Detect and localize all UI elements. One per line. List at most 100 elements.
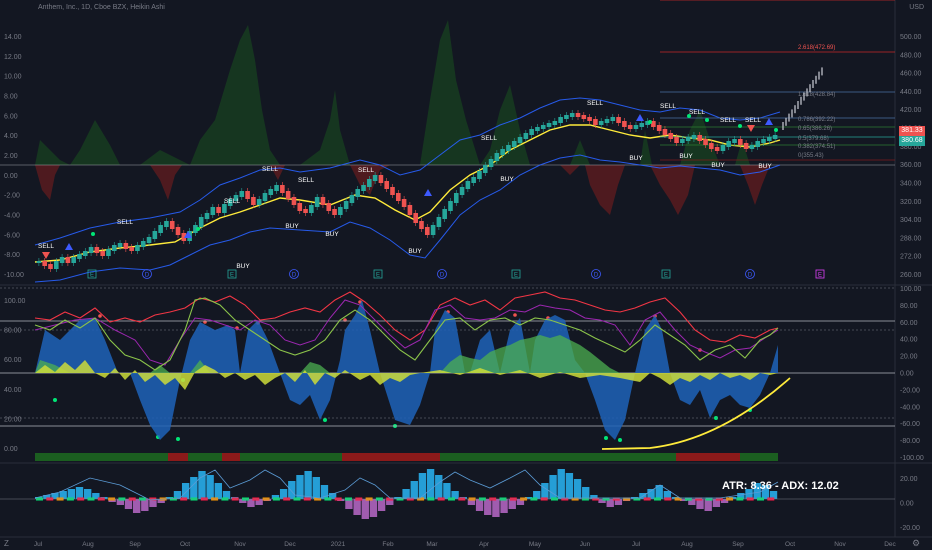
dividend-marker[interactable] xyxy=(591,269,601,279)
histogram-bar xyxy=(435,475,443,499)
candle-body xyxy=(726,141,732,147)
candle-body xyxy=(674,137,679,143)
histogram-bar xyxy=(712,499,721,507)
candle-body xyxy=(564,115,569,119)
up-arrow-icon xyxy=(65,243,73,250)
time-axis-label: Mar xyxy=(426,541,438,548)
histogram-bar xyxy=(688,499,696,505)
candle-body xyxy=(164,221,169,227)
right-bottom-tick: 20.00 xyxy=(900,476,918,483)
left-axis-tick: 10.00 xyxy=(4,74,22,81)
earnings-marker[interactable] xyxy=(87,269,97,279)
fib-label: 0.65(386.26) xyxy=(798,126,832,132)
candle-body xyxy=(598,121,604,125)
histogram-bar xyxy=(663,491,672,499)
candle-body xyxy=(222,204,227,213)
left-axis-tick: -4.00 xyxy=(4,213,20,220)
time-axis-label: Jul xyxy=(34,541,43,548)
histogram-bar xyxy=(484,499,492,515)
candle-body xyxy=(749,145,755,149)
right-axis-bottom[interactable]: 20.00 0.00 -20.00 xyxy=(900,476,920,532)
candle-body xyxy=(471,177,476,183)
currency-label[interactable]: USD xyxy=(909,4,924,11)
histogram-bar xyxy=(696,499,704,509)
histogram-bar xyxy=(508,499,516,509)
candle-body xyxy=(616,117,621,123)
sell-signal: SELL xyxy=(587,100,603,107)
left-axis-tick: -2.00 xyxy=(4,193,20,200)
candle-body xyxy=(697,135,703,141)
histogram-bar xyxy=(51,493,59,499)
settings-icon[interactable]: ⚙ xyxy=(912,538,921,548)
time-axis-label: Oct xyxy=(785,541,795,548)
histogram-bar xyxy=(239,499,247,503)
candle-body xyxy=(720,145,726,151)
candle-body xyxy=(193,225,198,233)
candle-body xyxy=(77,254,82,259)
bottom-pane[interactable] xyxy=(0,469,895,519)
left-axis-main: 14.00 12.00 10.00 8.00 6.00 4.00 2.00 0.00 -2.00… xyxy=(4,34,24,279)
histogram-bar xyxy=(173,491,182,499)
time-axis-label: Jul xyxy=(632,541,641,548)
candle-body xyxy=(488,159,494,167)
timezone-icon[interactable]: Z xyxy=(4,539,9,548)
candle-body xyxy=(239,191,245,197)
histogram-bar xyxy=(573,479,582,499)
histogram-bar xyxy=(753,483,761,499)
earnings-marker[interactable] xyxy=(815,269,825,279)
main-oscillator-red-area xyxy=(35,165,770,215)
sell-signal: SELL xyxy=(689,109,705,116)
right-osc-tick: 80.00 xyxy=(900,303,918,310)
time-axis-label: Nov xyxy=(234,541,246,548)
earnings-marker[interactable] xyxy=(511,269,521,279)
histogram-bar xyxy=(606,499,614,507)
trend-strip xyxy=(35,453,778,461)
projected-candle xyxy=(821,67,823,76)
histogram-bar xyxy=(288,481,296,499)
candle-body xyxy=(152,231,158,239)
time-axis[interactable]: Jul Aug Sep Oct Nov Dec 2021 Feb Mar Apr May Jun Jul… xyxy=(34,541,897,548)
left-osc-tick: 0.00 xyxy=(4,446,18,453)
time-axis-label: Sep xyxy=(129,541,141,548)
projected-candle xyxy=(794,105,796,114)
projected-candle xyxy=(797,101,799,109)
right-axis-tick: 272.00 xyxy=(900,254,922,261)
oscillator-pane[interactable] xyxy=(0,287,895,450)
oscillator-dot xyxy=(618,438,622,442)
right-axis-tick: 288.00 xyxy=(900,235,922,242)
right-bottom-tick: -20.00 xyxy=(900,525,920,532)
dividend-marker[interactable] xyxy=(289,269,299,279)
candle-body xyxy=(651,121,656,127)
earnings-marker[interactable] xyxy=(227,269,237,279)
histogram-bar xyxy=(549,475,557,499)
candle-body xyxy=(587,117,592,121)
right-axis-oscillator[interactable]: 100.00 80.00 60.00 40.00 20.00 0.00 -20.00 -40.… xyxy=(900,286,924,462)
candle-body xyxy=(71,257,76,263)
event-marker-label: D xyxy=(292,273,297,279)
candle-body xyxy=(285,191,291,199)
histogram-bar xyxy=(43,495,51,499)
event-marker-label: D xyxy=(594,273,599,279)
candle-body xyxy=(36,261,42,263)
right-axis-main[interactable]: 500.00480.00460.00440.00420.00400.00380.… xyxy=(900,34,922,279)
event-marker-label: E xyxy=(90,273,94,279)
time-axis-label: Dec xyxy=(284,541,296,548)
fib-label: 2.618(472.69) xyxy=(798,45,835,51)
dividend-marker[interactable] xyxy=(745,269,755,279)
candle-body xyxy=(453,193,459,203)
left-axis-tick: -10.00 xyxy=(4,272,24,279)
histogram-bar xyxy=(132,499,141,513)
projected-candle xyxy=(812,80,814,88)
earnings-marker[interactable] xyxy=(661,269,671,279)
dividend-marker[interactable] xyxy=(437,269,447,279)
dividend-marker[interactable] xyxy=(142,269,152,279)
earnings-marker[interactable] xyxy=(373,269,383,279)
candle-body xyxy=(639,123,645,127)
candle-body xyxy=(685,137,691,141)
candles[interactable] xyxy=(36,110,778,272)
rsi-red-line xyxy=(34,291,779,343)
candle-body xyxy=(500,149,505,155)
event-marker-label: D xyxy=(748,273,753,279)
candle-body xyxy=(424,227,430,235)
